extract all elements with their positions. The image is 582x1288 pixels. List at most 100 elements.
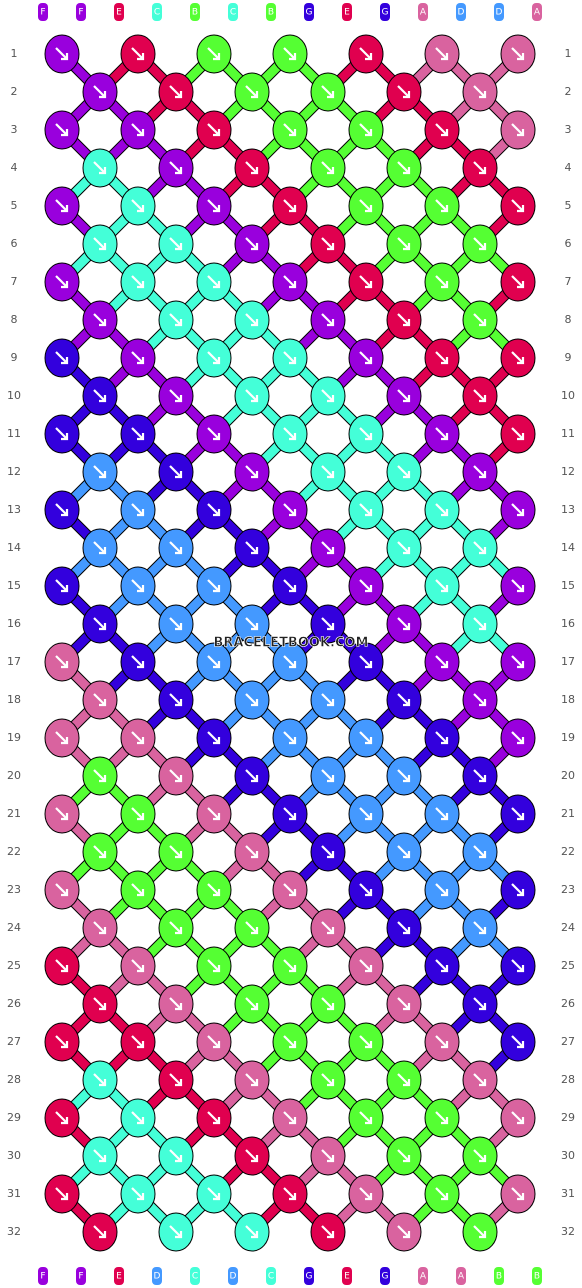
row-number: 12 [561, 465, 575, 478]
knot-arrow [359, 807, 373, 821]
strand-tag [494, 1267, 504, 1285]
row-number: 6 [565, 237, 572, 250]
knot-arrow [473, 845, 487, 859]
strand-tag [304, 1267, 314, 1285]
row-number: 29 [7, 1111, 21, 1124]
knot-arrow [93, 1149, 107, 1163]
strand-letter: B [496, 1272, 502, 1282]
knot-arrow [359, 275, 373, 289]
knot-arrow [55, 579, 69, 593]
knot-arrow [131, 1187, 145, 1201]
knot-arrow [473, 313, 487, 327]
knot-arrow [93, 693, 107, 707]
knot-arrow [93, 997, 107, 1011]
knot-arrow [397, 161, 411, 175]
knot-arrow [359, 1111, 373, 1125]
strand-letter: A [420, 8, 427, 18]
knot-arrow [435, 47, 449, 61]
row-number: 2 [11, 85, 18, 98]
knot-arrow [245, 997, 259, 1011]
strand-letter: B [192, 8, 198, 18]
knot-arrow [245, 465, 259, 479]
knot-arrow [283, 807, 297, 821]
knot-arrow [359, 503, 373, 517]
knot-arrow [55, 1187, 69, 1201]
knot-arrow [207, 47, 221, 61]
strand-letter: B [268, 8, 274, 18]
row-number: 22 [7, 845, 21, 858]
knot-arrow [321, 541, 335, 555]
strand-letter: A [458, 1272, 465, 1282]
knot-arrow [397, 541, 411, 555]
row-number: 27 [7, 1035, 21, 1048]
knot-arrow [55, 807, 69, 821]
knot-arrow [131, 807, 145, 821]
knot-arrow [435, 731, 449, 745]
knot-arrow [283, 427, 297, 441]
row-number: 9 [565, 351, 572, 364]
row-number: 10 [7, 389, 21, 402]
row-number: 2 [565, 85, 572, 98]
row-number: 7 [11, 275, 18, 288]
knot-arrow [169, 845, 183, 859]
strand-tag [456, 3, 466, 21]
row-number: 13 [561, 503, 575, 516]
strand-tag [190, 3, 200, 21]
knot-arrow [169, 921, 183, 935]
knot-arrow [511, 579, 525, 593]
knot-arrow [397, 85, 411, 99]
strand-tag [76, 3, 86, 21]
knot-arrow [473, 617, 487, 631]
knot-arrow [435, 123, 449, 137]
strand-letter: F [40, 8, 45, 18]
knot-arrow [511, 503, 525, 517]
knot-arrow [473, 769, 487, 783]
knot-arrow [397, 997, 411, 1011]
row-number: 31 [7, 1187, 21, 1200]
row-number: 11 [561, 427, 575, 440]
row-number: 24 [561, 921, 575, 934]
knot-arrow [397, 1225, 411, 1239]
knot-arrow [435, 807, 449, 821]
strand-tag [228, 3, 238, 21]
knot-arrow [93, 313, 107, 327]
knot-arrow [169, 1149, 183, 1163]
knot-arrow [55, 351, 69, 365]
row-number: 17 [561, 655, 575, 668]
knot-arrow [55, 199, 69, 213]
knot-arrow [131, 579, 145, 593]
row-number: 24 [7, 921, 21, 934]
knot-arrow [511, 1035, 525, 1049]
row-number: 28 [7, 1073, 21, 1086]
knot-arrow [169, 1225, 183, 1239]
knot-arrow [435, 503, 449, 517]
knot-arrow [283, 1035, 297, 1049]
knot-arrow [207, 427, 221, 441]
knot-arrow [245, 1073, 259, 1087]
row-number: 16 [561, 617, 575, 630]
knot-arrow [321, 1149, 335, 1163]
strand-tag [342, 3, 352, 21]
knot-arrow [169, 237, 183, 251]
knot-arrow [169, 389, 183, 403]
knot-arrow [283, 123, 297, 137]
knot-arrow [435, 883, 449, 897]
knot-arrow [359, 199, 373, 213]
knot-arrow [283, 275, 297, 289]
knot-arrow [169, 313, 183, 327]
knot-arrow [169, 541, 183, 555]
strand-letter: G [306, 1272, 313, 1282]
row-number: 21 [561, 807, 575, 820]
row-number: 32 [7, 1225, 21, 1238]
knot-arrow [511, 1111, 525, 1125]
row-number: 23 [7, 883, 21, 896]
knot-arrow [397, 921, 411, 935]
row-number: 4 [565, 161, 572, 174]
knot-arrow [397, 1073, 411, 1087]
knot-arrow [397, 845, 411, 859]
strand-tag [456, 1267, 466, 1285]
row-number: 8 [565, 313, 572, 326]
row-number: 20 [561, 769, 575, 782]
strand-letter: G [306, 8, 313, 18]
knot-arrow [321, 389, 335, 403]
